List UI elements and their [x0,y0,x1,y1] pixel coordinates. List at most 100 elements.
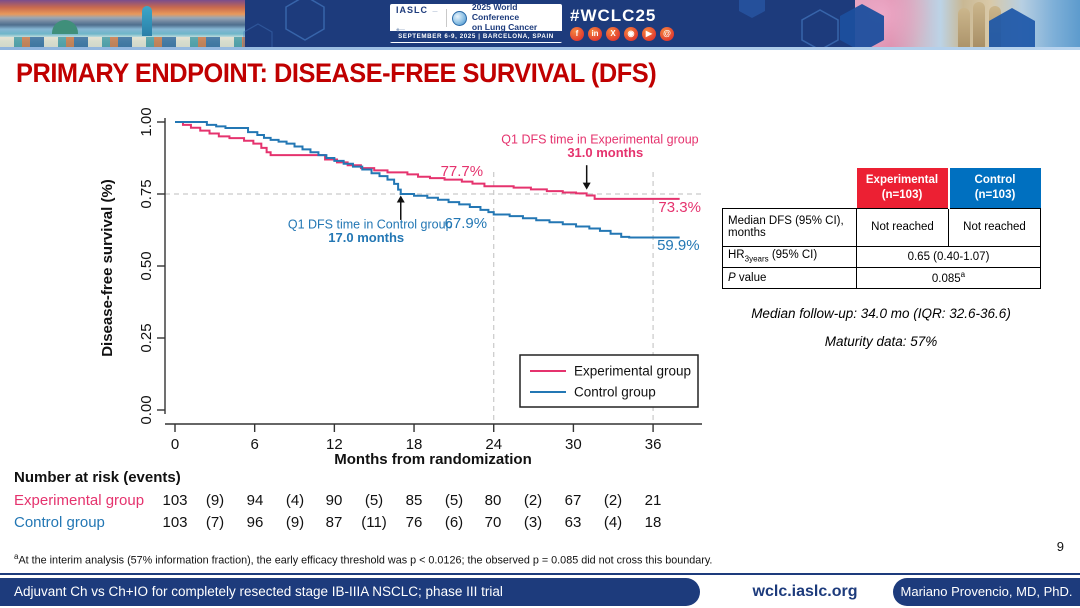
x-tick-label: 6 [251,436,259,453]
p-value: 0.085a [856,266,1041,289]
q1-experimental-arrowhead [582,182,591,190]
legend-label-control: Control group [574,385,656,400]
barcelona-park-guell-image [0,0,245,47]
median-dfs-label: Median DFS (95% CI), months [722,207,857,247]
linkedin-icon[interactable]: in [588,27,602,41]
youtube-icon[interactable]: ▶ [642,27,656,41]
risk-count: 70 [484,514,502,531]
q1-control-arrowhead [396,195,405,203]
experimental-label: Experimental [865,174,939,187]
y-axis-title: Disease-free survival (%) [99,179,116,357]
risk-events: (4) [285,492,305,509]
x-tick-label: 12 [326,436,343,453]
threads-icon[interactable]: @ [660,27,674,41]
page-title: PRIMARY ENDPOINT: DISEASE-FREE SURVIVAL … [16,58,657,88]
sagrada-spire [973,2,985,47]
facebook-icon[interactable]: f [570,27,584,41]
hashtag-wclc25: #WCLC25 [570,6,657,25]
risk-events: (6) [444,514,464,531]
median-dfs-control-value: Not reached [948,207,1041,247]
table-header-row: Experimental (n=103) Control (n=103) [723,168,1041,208]
wclc-website-link[interactable]: wclc.iaslc.org [752,583,858,600]
risk-events: (2) [603,492,623,509]
risk-events: (9) [285,514,305,531]
y-tick-label: 0.25 [138,323,155,352]
risk-count: 21 [644,492,662,509]
banner-accent-line [0,47,1080,50]
x-tick-label: 18 [406,436,423,453]
x-tick-label: 36 [645,436,662,453]
risk-count: 96 [246,514,264,531]
conference-date-location: SEPTEMBER 6-9, 2025 | BARCELONA, SPAIN [390,31,562,42]
risk-count: 18 [644,514,662,531]
risk-count: 90 [325,492,343,509]
risk-events: (4) [603,514,623,531]
sagrada-spire [989,6,1001,47]
control-n: (n=103) [974,188,1016,201]
trial-description-banner: Adjuvant Ch vs Ch+IO for completely rese… [0,578,700,606]
experimental-n: (n=103) [881,188,923,201]
x-tick-label: 0 [171,436,179,453]
risk-events: (5) [364,492,384,509]
experimental-column-header: Experimental (n=103) [856,168,949,208]
sagrada-familia-image [855,0,1080,47]
risk-row-label: Experimental group [14,492,145,509]
page-number: 9 [1056,539,1064,554]
y-tick-label: 0.50 [138,251,155,280]
risk-count: 87 [325,514,343,531]
legend-label-experimental: Experimental group [574,364,691,379]
legend-box [519,354,699,408]
instagram-icon[interactable]: ◉ [624,27,638,41]
conference-title: 2025 World Conference on Lung Cancer [472,4,557,33]
iaslc-logo-box: IASLC —◈— 2025 World Conference on Lung … [390,4,562,43]
y-tick-label: 0.75 [138,179,155,208]
risk-row-experimental-group: Experimental group 103 (9) 94 (4) 90 (5) 85 (5) 8… [0,492,720,512]
risk-events: (2) [523,492,543,509]
median-followup-note: Median follow-up: 34.0 mo (IQR: 32.6-36.… [751,306,1011,321]
risk-count: 63 [564,514,582,531]
y-tick-label: 0.00 [138,395,155,424]
wclc-globe-icon [451,10,467,26]
results-table: Experimental (n=103) Control (n=103) Med… [722,168,1041,289]
risk-events: (9) [205,492,225,509]
presenter-name-banner: Mariano Provencio, MD, PhD. [893,578,1080,606]
sagrada-spire [958,8,970,47]
p-value-label: P value [722,266,857,289]
survival-label-77.7%: 77.7% [441,163,484,180]
x-tick-label: 30 [565,436,582,453]
footnote: aAt the interim analysis (57% informatio… [14,552,713,567]
risk-row-control-group: Control group 103 (7) 96 (9) 87 (11) 76 (6) 70 (3)… [0,514,720,534]
park-guell-dome [52,20,78,34]
number-at-risk-title: Number at risk (events) [14,469,181,486]
control-column-header: Control (n=103) [947,168,1041,208]
p-value-row: P value 0.085a [722,266,1041,289]
risk-events: (3) [523,514,543,531]
q1-control-text: 17.0 months [328,230,404,245]
mosaic-bench [0,37,245,47]
x-icon[interactable]: X [606,27,620,41]
median-dfs-experimental-value: Not reached [856,207,949,247]
hazard-ratio-value: 0.65 (0.40-1.07) [856,245,1041,268]
risk-count: 80 [484,492,502,509]
y-tick-label: 1.00 [138,107,155,136]
x-tick-label: 24 [485,436,502,453]
km-curve-experimental-group [175,121,680,200]
x-axis-title: Months from randomization [334,451,532,468]
survival-label-73.3%: 73.3% [658,199,701,216]
footer: Adjuvant Ch vs Ch+IO for completely rese… [0,575,1080,608]
risk-count: 76 [405,514,423,531]
q1-experimental-text: 31.0 months [567,145,643,160]
kaplan-meier-chart: 0.00 0.25 0.50 0.75 1.00 0 6 12 18 24 30 36 77.7% 73.… [99,107,702,468]
conference-title-line2: on Lung Cancer [471,21,538,32]
control-label: Control [974,174,1016,187]
km-curve-control-group [175,121,680,239]
risk-row-label: Control group [14,514,105,531]
iaslc-logo: IASLC [396,5,428,15]
social-icons-row: f in X ◉ ▶ @ [570,27,674,41]
median-dfs-row: Median DFS (95% CI), months Not reached … [722,207,1041,247]
q1-control-text: Q1 DFS time in Control group [288,218,453,232]
table-header-empty-cell [723,168,857,208]
survival-label-59.9%: 59.9% [657,237,700,254]
risk-count: 103 [162,514,188,531]
